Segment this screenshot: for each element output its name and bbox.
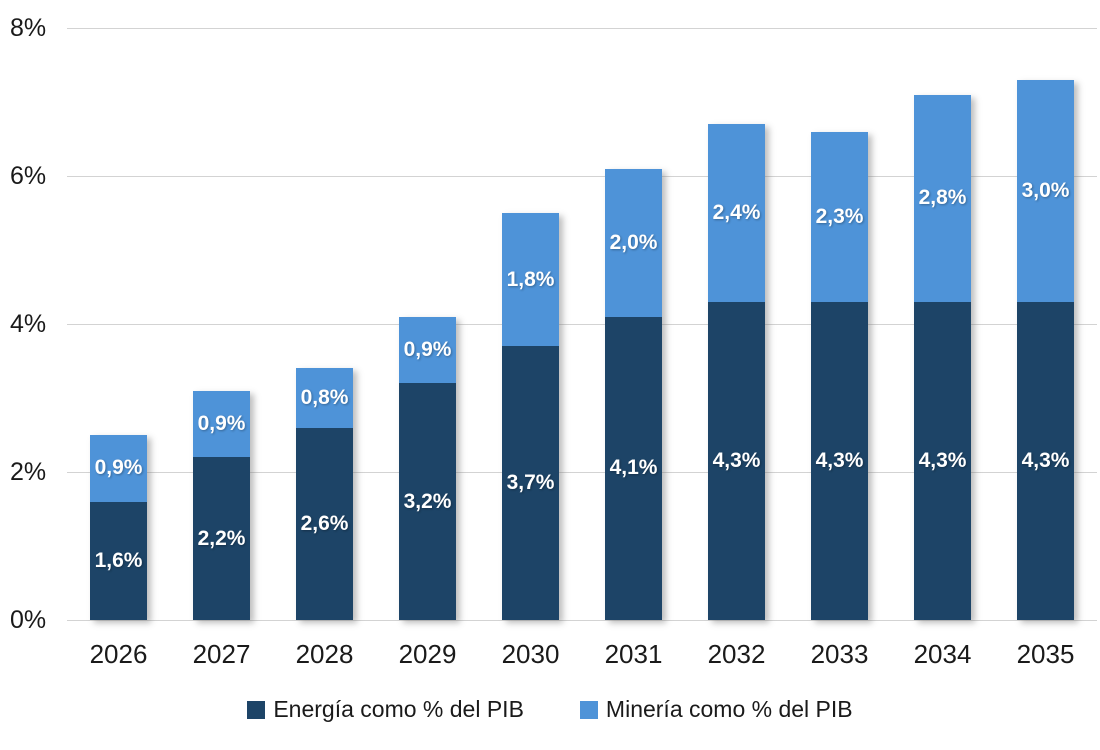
x-tick-label-2035: 2035 xyxy=(1016,639,1075,669)
bar-segment-energia-2033: 4,3% xyxy=(811,301,868,620)
bar-segment-energia-2028: 2,6% xyxy=(296,427,353,620)
y-gridline xyxy=(67,620,1097,621)
legend-label-mineria: Minería como % del PIB xyxy=(605,696,853,722)
bar-segment-label: 3,0% xyxy=(1021,178,1070,202)
x-tick-label-2026: 2026 xyxy=(89,639,148,669)
bar-segment-mineria-2033: 2,3% xyxy=(811,131,868,302)
bar-group-2029: 3,2% 0,9% xyxy=(399,316,456,620)
bar-segment-energia-2034: 4,3% xyxy=(914,301,971,620)
bar-segment-mineria-2027: 0,9% xyxy=(193,390,250,458)
legend-swatch-energia-icon xyxy=(247,700,266,719)
x-tick-label-2034: 2034 xyxy=(913,639,972,669)
y-gridline xyxy=(67,28,1097,29)
y-gridline xyxy=(67,324,1097,325)
bar-segment-label: 1,6% xyxy=(94,548,143,572)
x-tick-label-2028: 2028 xyxy=(295,639,354,669)
x-tick-label-2029: 2029 xyxy=(398,639,457,669)
bar-segment-label: 3,2% xyxy=(403,489,452,513)
bar-group-2027: 2,2% 0,9% xyxy=(193,390,250,620)
bar-segment-energia-2027: 2,2% xyxy=(193,457,250,620)
y-gridline xyxy=(67,176,1097,177)
x-tick-label-2030: 2030 xyxy=(501,639,560,669)
bar-segment-mineria-2029: 0,9% xyxy=(399,316,456,384)
bar-segment-label: 2,8% xyxy=(918,186,967,210)
x-tick-label-2031: 2031 xyxy=(604,639,663,669)
bar-group-2034: 4,3% 2,8% xyxy=(914,94,971,620)
bar-segment-mineria-2032: 2,4% xyxy=(708,124,765,302)
bar-group-2033: 4,3% 2,3% xyxy=(811,131,868,620)
legend-item-mineria: Minería como % del PIB xyxy=(579,696,853,723)
legend-label-energia: Energía como % del PIB xyxy=(273,696,524,722)
bar-segment-energia-2029: 3,2% xyxy=(399,383,456,620)
bar-segment-mineria-2031: 2,0% xyxy=(605,168,662,317)
bar-group-2035: 4,3% 3,0% xyxy=(1017,79,1074,620)
bar-segment-label: 0,9% xyxy=(403,337,452,361)
x-tick-label-2027: 2027 xyxy=(192,639,251,669)
y-tick-label: 4% xyxy=(10,310,47,338)
y-tick-label: 8% xyxy=(10,14,47,42)
legend-item-energia: Energía como % del PIB xyxy=(247,696,524,723)
legend: Energía como % del PIB Minería como % de… xyxy=(0,696,1100,723)
y-tick-label: 6% xyxy=(10,162,47,190)
bar-segment-label: 0,8% xyxy=(300,386,349,409)
bar-segment-label: 0,9% xyxy=(94,456,143,480)
bar-segment-label: 4,3% xyxy=(918,448,967,472)
bar-segment-mineria-2034: 2,8% xyxy=(914,94,971,302)
bar-segment-energia-2035: 4,3% xyxy=(1017,301,1074,620)
bar-segment-mineria-2028: 0,8% xyxy=(296,368,353,428)
bar-group-2026: 1,6% 0,9% xyxy=(90,435,147,620)
bar-group-2031: 4,1% 2,0% xyxy=(605,168,662,620)
bar-segment-label: 2,2% xyxy=(197,526,246,550)
bar-group-2028: 2,6% 0,8% xyxy=(296,368,353,620)
bar-segment-label: 2,3% xyxy=(815,204,864,228)
bar-segment-label: 3,7% xyxy=(506,471,555,495)
bar-segment-energia-2032: 4,3% xyxy=(708,301,765,620)
bar-segment-label: 4,3% xyxy=(1021,448,1070,472)
bar-segment-label: 4,3% xyxy=(815,448,864,472)
bar-segment-label: 0,9% xyxy=(197,411,246,435)
bar-segment-label: 1,8% xyxy=(506,267,555,291)
bar-segment-mineria-2035: 3,0% xyxy=(1017,79,1074,302)
bar-group-2030: 3,7% 1,8% xyxy=(502,213,559,620)
y-tick-label: 0% xyxy=(10,606,47,634)
y-gridline xyxy=(67,472,1097,473)
bar-segment-label: 2,6% xyxy=(300,511,349,535)
bar-segment-energia-2030: 3,7% xyxy=(502,346,559,620)
bar-segment-label: 4,3% xyxy=(712,448,761,472)
x-tick-label-2033: 2033 xyxy=(810,639,869,669)
bar-segment-energia-2031: 4,1% xyxy=(605,316,662,620)
bar-segment-label: 2,4% xyxy=(712,201,761,224)
bar-segment-label: 2,0% xyxy=(609,230,658,254)
y-tick-label: 2% xyxy=(10,458,47,486)
bar-segment-label: 4,1% xyxy=(609,456,658,480)
bar-segment-energia-2026: 1,6% xyxy=(90,501,147,620)
bar-segment-mineria-2026: 0,9% xyxy=(90,435,147,502)
bar-segment-mineria-2030: 1,8% xyxy=(502,213,559,347)
x-tick-label-2032: 2032 xyxy=(707,639,766,669)
bar-group-2032: 4,3% 2,4% xyxy=(708,124,765,620)
legend-swatch-mineria-icon xyxy=(579,700,598,719)
